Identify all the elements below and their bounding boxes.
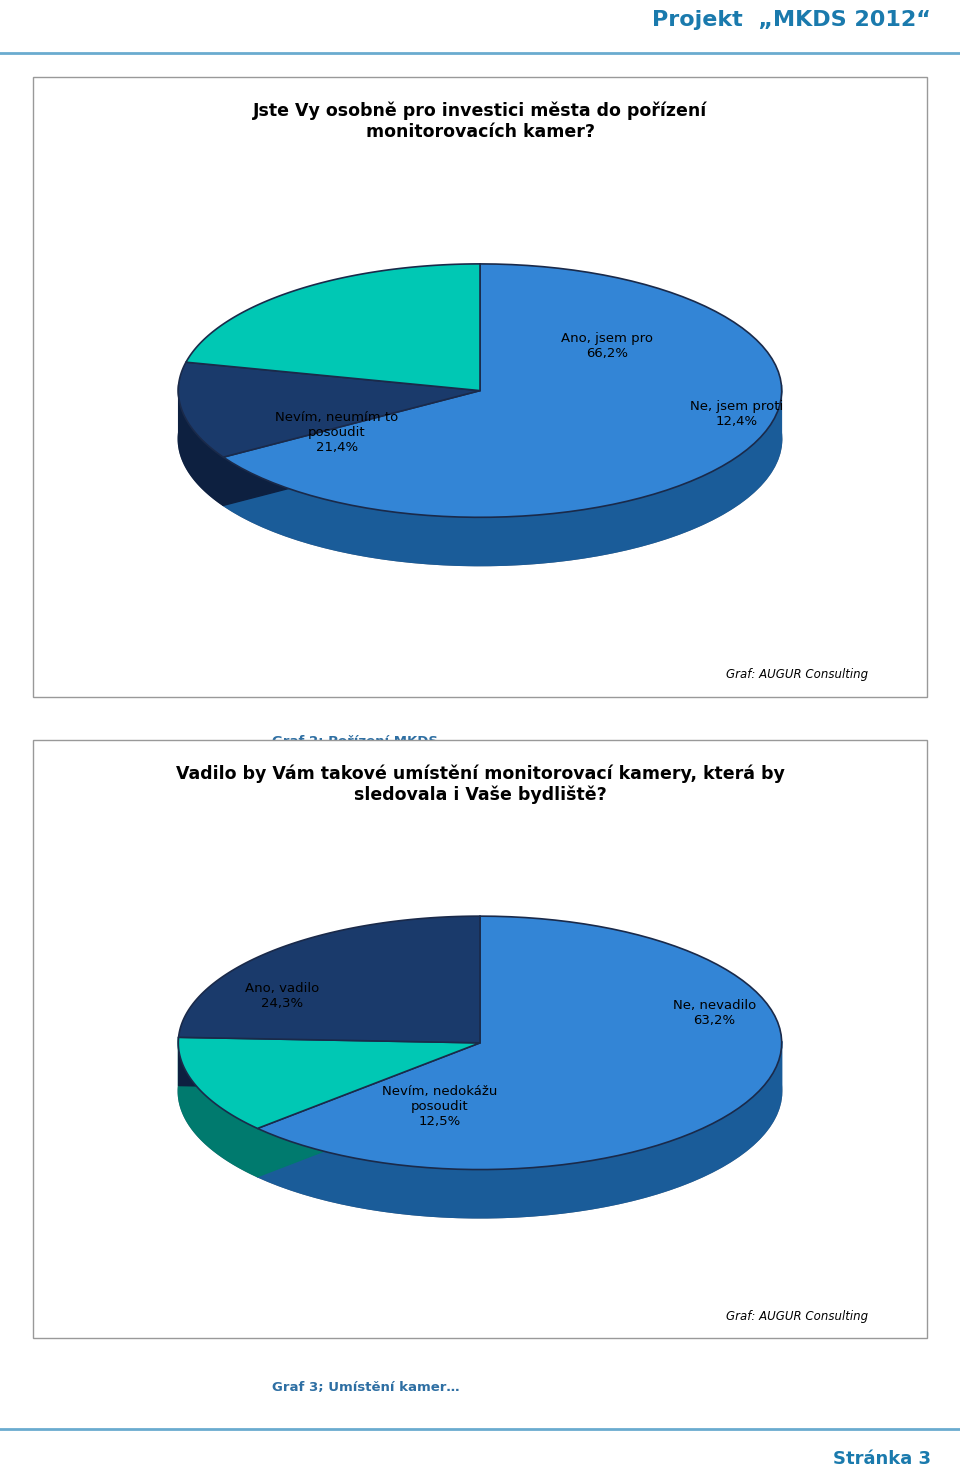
Polygon shape bbox=[179, 964, 781, 1218]
Text: Nevím, neumím to
posoudit
21,4%: Nevím, neumím to posoudit 21,4% bbox=[275, 411, 398, 454]
Text: Graf: AUGUR Consulting: Graf: AUGUR Consulting bbox=[726, 1310, 868, 1324]
Text: Ne, jsem proti
12,4%: Ne, jsem proti 12,4% bbox=[690, 401, 783, 429]
Text: Graf 2; Pořízení MKDS …: Graf 2; Pořízení MKDS … bbox=[273, 734, 456, 747]
Polygon shape bbox=[224, 385, 781, 566]
Text: Ano, jsem pro
66,2%: Ano, jsem pro 66,2% bbox=[561, 332, 653, 360]
Text: Ano, vadilo
24,3%: Ano, vadilo 24,3% bbox=[245, 982, 320, 1010]
Text: Vadilo by Vám takové umístění monitorovací kamery, která by
sledovala i Vaše byd: Vadilo by Vám takové umístění monitorova… bbox=[176, 764, 784, 805]
Polygon shape bbox=[179, 363, 480, 457]
Polygon shape bbox=[257, 1044, 480, 1176]
Polygon shape bbox=[224, 264, 781, 517]
Polygon shape bbox=[257, 1041, 781, 1218]
Polygon shape bbox=[186, 264, 480, 391]
Polygon shape bbox=[224, 391, 480, 506]
Polygon shape bbox=[179, 917, 480, 1044]
Text: Jste Vy osobně pro investici města do pořízení
monitorovacích kamer?: Jste Vy osobně pro investici města do po… bbox=[252, 102, 708, 142]
Polygon shape bbox=[179, 1038, 480, 1129]
Polygon shape bbox=[179, 385, 224, 506]
Text: Nevím, nedokážu
posoudit
12,5%: Nevím, nedokážu posoudit 12,5% bbox=[382, 1085, 497, 1128]
Polygon shape bbox=[257, 1044, 480, 1176]
FancyBboxPatch shape bbox=[34, 77, 926, 697]
Polygon shape bbox=[179, 1038, 480, 1091]
Text: Graf: AUGUR Consulting: Graf: AUGUR Consulting bbox=[726, 668, 868, 681]
Polygon shape bbox=[257, 917, 781, 1169]
Text: Ne, nevadilo
63,2%: Ne, nevadilo 63,2% bbox=[673, 999, 756, 1027]
FancyBboxPatch shape bbox=[34, 740, 926, 1338]
Polygon shape bbox=[179, 312, 781, 566]
Text: Stránka 3: Stránka 3 bbox=[833, 1449, 931, 1468]
Text: Projekt  „MKDS 2012“: Projekt „MKDS 2012“ bbox=[653, 10, 931, 29]
Polygon shape bbox=[224, 391, 480, 506]
Polygon shape bbox=[179, 1038, 257, 1176]
Text: Graf 3; Umístění kamer…: Graf 3; Umístění kamer… bbox=[273, 1381, 460, 1393]
Polygon shape bbox=[179, 1038, 480, 1091]
